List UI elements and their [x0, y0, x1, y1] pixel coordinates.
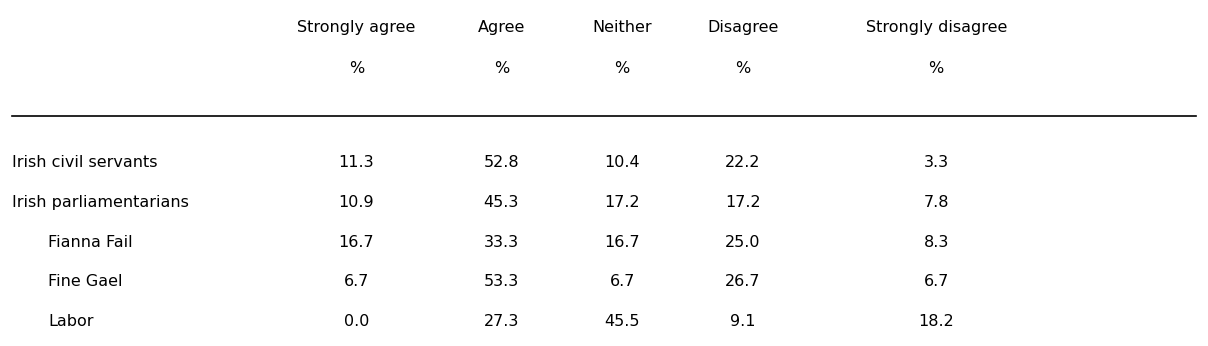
- Text: Neither: Neither: [592, 20, 652, 35]
- Text: 16.7: 16.7: [604, 235, 640, 250]
- Text: 25.0: 25.0: [725, 235, 761, 250]
- Text: 9.1: 9.1: [730, 314, 756, 329]
- Text: 0.0: 0.0: [343, 314, 370, 329]
- Text: 16.7: 16.7: [338, 235, 374, 250]
- Text: 27.3: 27.3: [483, 314, 519, 329]
- Text: 53.3: 53.3: [483, 274, 519, 290]
- Text: 10.9: 10.9: [338, 195, 374, 210]
- Text: %: %: [494, 61, 509, 76]
- Text: Fine Gael: Fine Gael: [48, 274, 123, 290]
- Text: 7.8: 7.8: [923, 195, 949, 210]
- Text: 45.5: 45.5: [604, 314, 640, 329]
- Text: %: %: [929, 61, 943, 76]
- Text: 3.3: 3.3: [924, 155, 948, 170]
- Text: 52.8: 52.8: [483, 155, 519, 170]
- Text: 22.2: 22.2: [725, 155, 761, 170]
- Text: Strongly disagree: Strongly disagree: [865, 20, 1007, 35]
- Text: 6.7: 6.7: [343, 274, 370, 290]
- Text: Irish civil servants: Irish civil servants: [12, 155, 157, 170]
- Text: %: %: [736, 61, 750, 76]
- Text: 10.4: 10.4: [604, 155, 640, 170]
- Text: %: %: [349, 61, 364, 76]
- Text: Agree: Agree: [477, 20, 525, 35]
- Text: 6.7: 6.7: [609, 274, 635, 290]
- Text: Strongly agree: Strongly agree: [297, 20, 416, 35]
- Text: 26.7: 26.7: [725, 274, 761, 290]
- Text: 6.7: 6.7: [923, 274, 949, 290]
- Text: 45.3: 45.3: [483, 195, 519, 210]
- Text: %: %: [615, 61, 629, 76]
- Text: Disagree: Disagree: [707, 20, 779, 35]
- Text: 8.3: 8.3: [923, 235, 949, 250]
- Text: 33.3: 33.3: [483, 235, 519, 250]
- Text: 11.3: 11.3: [338, 155, 374, 170]
- Text: 17.2: 17.2: [604, 195, 640, 210]
- Text: 18.2: 18.2: [918, 314, 954, 329]
- Text: 17.2: 17.2: [725, 195, 761, 210]
- Text: Labor: Labor: [48, 314, 94, 329]
- Text: Irish parliamentarians: Irish parliamentarians: [12, 195, 188, 210]
- Text: Fianna Fail: Fianna Fail: [48, 235, 133, 250]
